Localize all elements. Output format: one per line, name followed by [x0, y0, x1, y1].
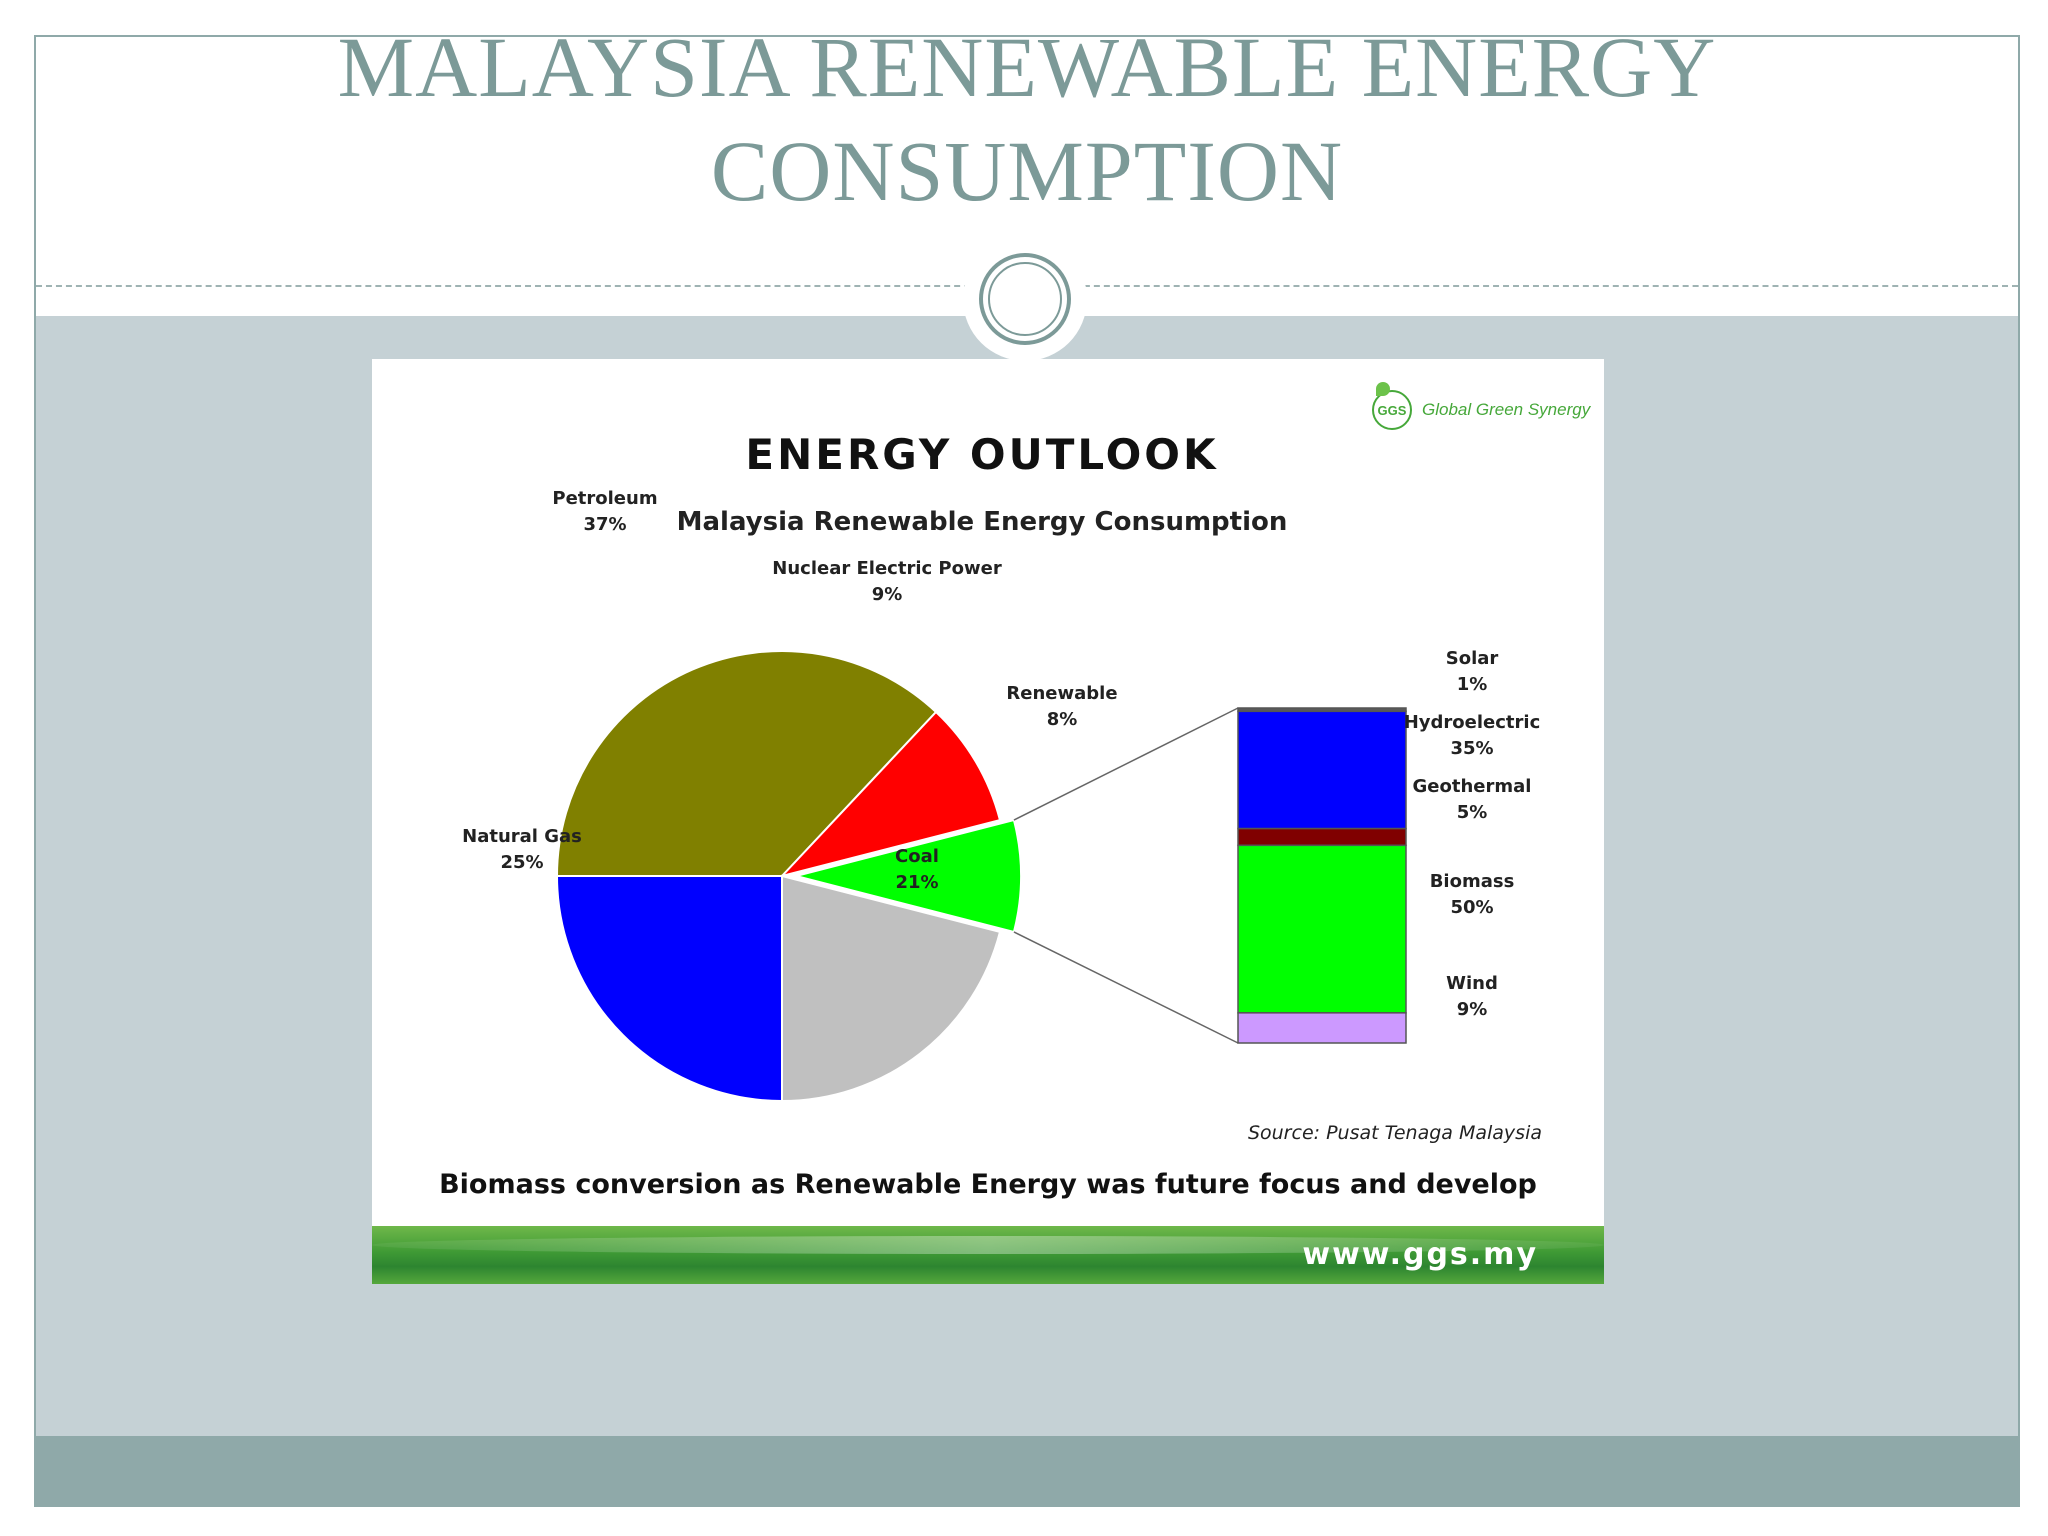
pie-slice-coal: [781, 874, 1002, 1103]
stack-label-geothermal: Geothermal: [1413, 776, 1532, 797]
connector-line-bottom: [1013, 931, 1239, 1044]
stack-label-solar: Solar: [1446, 648, 1499, 669]
pie-label-coal: Coal: [895, 846, 939, 867]
stack-segment-biomass: [1237, 844, 1407, 1014]
website-url: www.ggs.my: [1302, 1237, 1538, 1272]
leaf-logo-icon: GGS: [1372, 382, 1412, 430]
pie-value-coal: 21%: [895, 872, 938, 893]
stack-value-biomass: 50%: [1450, 897, 1493, 918]
pie-label-nuclear-electric-power: Nuclear Electric Power: [772, 558, 1002, 579]
pie-value-renewable: 8%: [1047, 709, 1078, 730]
pie-value-petroleum: 37%: [583, 514, 626, 535]
logo: GGS Global Green Synergy: [1372, 382, 1591, 435]
stack-value-wind: 9%: [1457, 999, 1488, 1020]
connector-lines: [1013, 707, 1239, 1044]
slide-title: MALAYSIA RENEWABLE ENERGY CONSUMPTION: [337, 19, 1717, 219]
stack-value-hydroelectric: 35%: [1450, 738, 1493, 759]
chart-svg: ENERGY OUTLOOK Malaysia Renewable Energy…: [439, 430, 1542, 1200]
stack-label-wind: Wind: [1446, 973, 1498, 994]
caption-text: Biomass conversion as Renewable Energy w…: [439, 1169, 1537, 1200]
pie-label-natural-gas: Natural Gas: [462, 826, 582, 847]
logo-text: Global Green Synergy: [1422, 400, 1591, 419]
pie-slice-renewable: [795, 818, 1022, 934]
connector-line-top: [1013, 707, 1239, 821]
pie-slice-natural-gas: [555, 875, 783, 1103]
pie-chart: [555, 650, 1022, 1103]
circle-ornament: [963, 237, 1087, 361]
stack-label-hydroelectric: Hydroelectric: [1404, 712, 1541, 733]
green-banner: www.ggs.my: [372, 1226, 1604, 1284]
chart-image: GGS Global Green Synergy ENERGY OUTLOOK …: [372, 359, 1604, 1284]
footer-band: [36, 1436, 2018, 1507]
source-note: Source: Pusat Tenaga Malaysia: [1248, 1122, 1542, 1144]
stack-value-solar: 1%: [1457, 674, 1488, 695]
pie-label-renewable: Renewable: [1006, 683, 1117, 704]
stack-segment-wind: [1237, 1012, 1407, 1044]
pie-slice-nuclear-electric-power: [778, 710, 1002, 878]
pie-label-petroleum: Petroleum: [552, 488, 657, 509]
stack-label-biomass: Biomass: [1430, 871, 1515, 892]
ring-icon: [979, 253, 1071, 345]
pie-value-natural-gas: 25%: [500, 852, 543, 873]
chart-heading: ENERGY OUTLOOK: [745, 430, 1218, 479]
pie-value-nuclear-electric-power: 9%: [872, 584, 903, 605]
chart-labels: Petroleum 37% Nuclear Electric Power 9% Rene…: [462, 488, 1540, 1020]
pie-slice-petroleum: [555, 650, 938, 877]
stack-value-geothermal: 5%: [1457, 802, 1488, 823]
chart-subtitle: Malaysia Renewable Energy Consumption: [677, 507, 1288, 537]
stack-segment-hydroelectric: [1237, 710, 1407, 830]
stacked-bar: [1237, 707, 1407, 1044]
stack-segment-geothermal: [1237, 827, 1407, 847]
